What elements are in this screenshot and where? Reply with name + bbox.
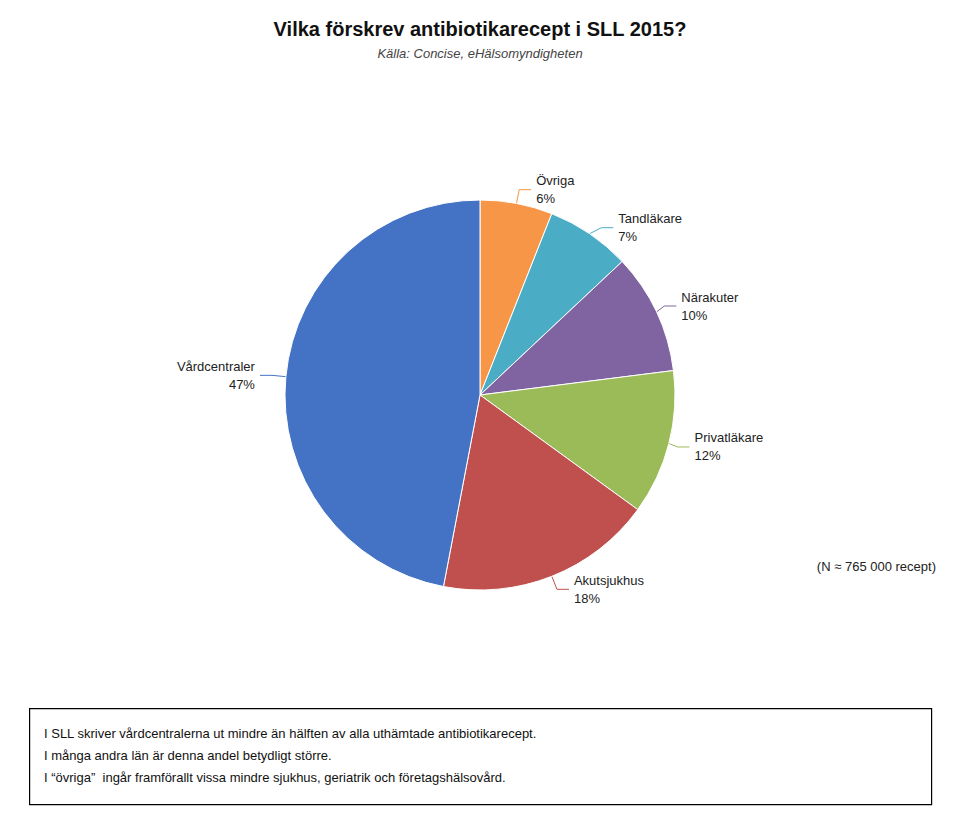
svg-text:47%: 47%	[229, 377, 255, 392]
svg-text:6%: 6%	[536, 191, 555, 206]
svg-text:Akutsjukhus: Akutsjukhus	[574, 573, 645, 588]
svg-text:Privatläkare: Privatläkare	[695, 430, 764, 445]
svg-text:Närakuter: Närakuter	[681, 290, 739, 305]
svg-text:I SLL skriver vårdcentralerna: I SLL skriver vårdcentralerna ut mindre …	[44, 726, 536, 741]
svg-text:18%: 18%	[574, 591, 600, 606]
svg-text:I många andra län är denna and: I många andra län är denna andel betydli…	[44, 748, 332, 763]
svg-text:Vårdcentraler: Vårdcentraler	[177, 359, 256, 374]
svg-text:10%: 10%	[681, 308, 707, 323]
svg-text:Källa: Concise, eHälsomyndighe: Källa: Concise, eHälsomyndigheten	[377, 46, 582, 61]
svg-text:12%: 12%	[695, 448, 721, 463]
svg-text:Tandläkare: Tandläkare	[618, 211, 682, 226]
svg-text:I “övriga” ingår framförallt: I “övriga” ingår framförallt vissa mindr…	[44, 770, 506, 785]
svg-text:Vilka förskrev antibiotikarece: Vilka förskrev antibiotikarecept i SLL 2…	[274, 18, 687, 40]
svg-text:7%: 7%	[618, 229, 637, 244]
svg-text:(N ≈ 765 000 recept): (N ≈ 765 000 recept)	[817, 559, 936, 574]
svg-text:Övriga: Övriga	[536, 173, 575, 188]
